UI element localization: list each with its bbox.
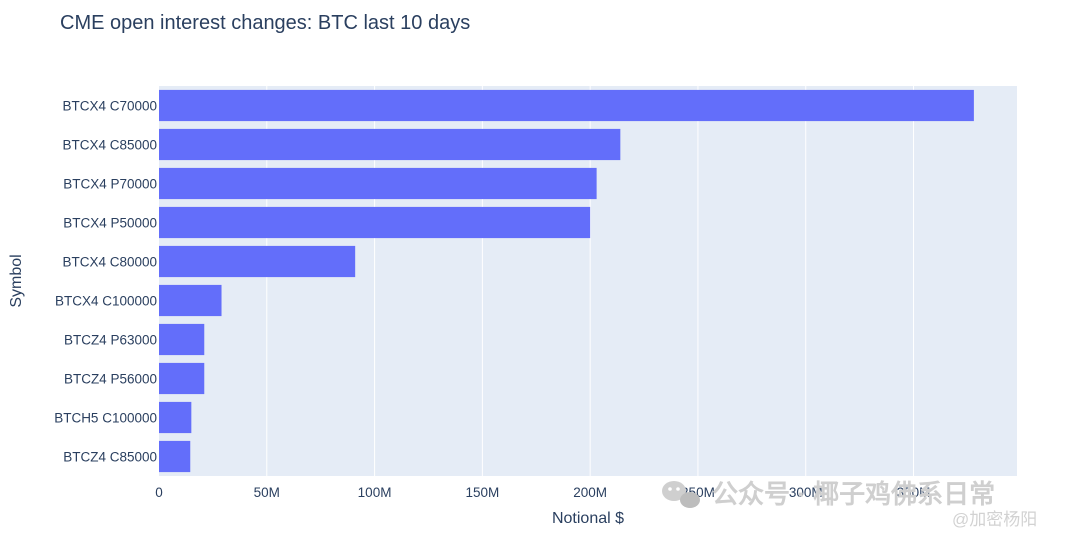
chart-title: CME open interest changes: BTC last 10 d… xyxy=(60,12,470,34)
x-tick-label: 100M xyxy=(358,485,392,500)
bar[interactable] xyxy=(159,440,191,473)
bar[interactable] xyxy=(159,128,621,161)
bar[interactable] xyxy=(159,89,974,122)
x-axis-title: Notional $ xyxy=(552,510,624,527)
y-tick-label: BTCX4 C85000 xyxy=(62,138,157,153)
wechat-icon xyxy=(662,481,700,508)
bar[interactable] xyxy=(159,401,192,434)
y-tick-label: BTCZ4 C85000 xyxy=(63,450,157,465)
y-tick-label: BTCX4 P50000 xyxy=(63,216,157,231)
y-tick-label: BTCZ4 P56000 xyxy=(64,372,157,387)
bar[interactable] xyxy=(159,323,205,356)
x-tick-label: 0 xyxy=(155,485,163,500)
bar[interactable] xyxy=(159,362,205,395)
y-axis-title: Symbol xyxy=(8,254,25,307)
bars xyxy=(159,89,974,473)
y-tick-label: BTCH5 C100000 xyxy=(54,411,157,426)
watermark-sub-text: @加密杨阳 xyxy=(952,510,1037,529)
watermark-main-text: 公众号 · 椰子鸡佛系日常 xyxy=(712,479,995,509)
x-tick-label: 300M xyxy=(789,485,823,500)
y-tick-label: BTCX4 C100000 xyxy=(55,294,157,309)
bar[interactable] xyxy=(159,284,222,317)
bar[interactable] xyxy=(159,206,591,239)
bar[interactable] xyxy=(159,245,356,278)
y-tick-label: BTCX4 P70000 xyxy=(63,177,157,192)
watermark: 公众号 · 椰子鸡佛系日常 @加密杨阳 xyxy=(662,479,1037,529)
x-tick-labels: 0 50M 100M 150M 200M 250M 300M 350M xyxy=(155,485,930,500)
x-tick-label: 350M xyxy=(897,485,931,500)
x-tick-label: 50M xyxy=(254,485,280,500)
x-tick-label: 150M xyxy=(465,485,499,500)
y-tick-label: BTCX4 C70000 xyxy=(62,99,157,114)
y-tick-label: BTCZ4 P63000 xyxy=(64,333,157,348)
y-tick-label: BTCX4 C80000 xyxy=(62,255,157,270)
y-tick-labels: BTCX4 C70000 BTCX4 C85000 BTCX4 P70000 BTCX… xyxy=(54,99,157,465)
bar[interactable] xyxy=(159,167,597,200)
x-tick-label: 200M xyxy=(573,485,607,500)
